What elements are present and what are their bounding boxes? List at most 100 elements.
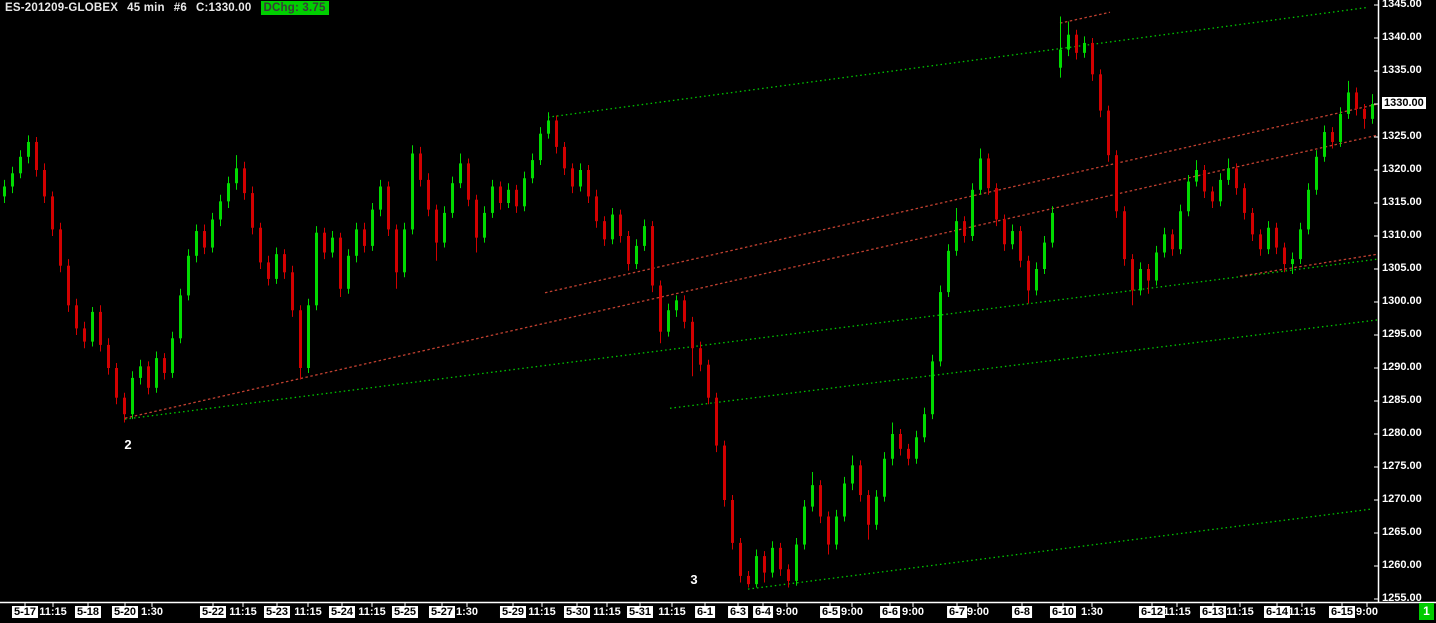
candle-body <box>947 250 950 293</box>
candle-body <box>923 414 926 438</box>
candle-body <box>299 310 302 368</box>
time-axis-label: 9:00 <box>1355 606 1379 618</box>
time-axis-label: 6-7 <box>947 606 967 618</box>
candle-body <box>507 189 510 203</box>
time-axis-label: 5-18 <box>74 606 102 618</box>
candle-body <box>1147 269 1150 281</box>
price-axis-label: 1335.00 <box>1382 64 1422 76</box>
time-axis-label: 1:30 <box>1080 606 1104 618</box>
time-axis-label: 5-17 <box>11 606 39 618</box>
time-axis-label: 5-29 <box>499 606 527 618</box>
candle-body <box>123 397 126 415</box>
candle-body <box>483 212 486 238</box>
candle-body <box>163 358 166 373</box>
candle-body <box>179 295 182 339</box>
candle-body <box>99 311 102 345</box>
time-axis-label: 5-27 <box>428 606 456 618</box>
candle-body <box>1243 188 1246 213</box>
candle-body <box>939 292 942 362</box>
candle-body <box>251 193 254 228</box>
chart-number-badge[interactable]: 1 <box>1419 603 1434 620</box>
candle-body <box>755 556 758 585</box>
candle-body <box>915 437 918 459</box>
candle-body <box>523 178 526 207</box>
candle-body <box>1099 74 1102 111</box>
candle-body <box>347 255 350 289</box>
candle-body <box>963 221 966 236</box>
candle-body <box>475 199 478 238</box>
candle-body <box>859 465 862 496</box>
candle-body <box>75 305 78 329</box>
interval-label: 45 min <box>127 2 165 14</box>
candle-body <box>979 158 982 190</box>
price-axis-label: 1300.00 <box>1382 295 1422 307</box>
time-axis-label: 11:15 <box>229 606 257 618</box>
candle-body <box>747 575 750 585</box>
candle-body <box>643 226 646 246</box>
candle-body <box>555 120 558 147</box>
candle-body <box>667 310 670 332</box>
candle-body <box>211 219 214 248</box>
time-axis-label: 9:00 <box>840 606 864 618</box>
time-axis-label: 5-25 <box>391 606 419 618</box>
time-axis-label: 5-23 <box>263 606 291 618</box>
time-axis-label: 5-31 <box>626 606 654 618</box>
candle-body <box>363 229 366 246</box>
candle-body <box>1235 168 1238 189</box>
time-axis-label: 11:15 <box>1226 606 1254 618</box>
time-axis-label: 6-13 <box>1199 606 1227 618</box>
candle-body <box>51 196 54 230</box>
candle-body <box>355 229 358 256</box>
candle-body <box>907 448 910 459</box>
candle-body <box>1251 212 1254 235</box>
candle-body <box>627 236 630 265</box>
candle-body <box>219 201 222 220</box>
candle-body <box>843 483 846 517</box>
candle-body <box>155 358 158 388</box>
candle-body <box>1299 229 1302 260</box>
candle-body <box>675 300 678 311</box>
candle-body <box>147 366 150 388</box>
last-price-box: 1330.00 <box>1382 97 1426 109</box>
candle-body <box>275 254 278 279</box>
trendline-green-channel-upper <box>547 6 1367 118</box>
candle-body <box>171 338 174 373</box>
time-axis-label: 6-5 <box>820 606 840 618</box>
candle-body <box>203 231 206 248</box>
candle-body <box>443 212 446 243</box>
candle-body <box>931 361 934 415</box>
candle-body <box>291 272 294 311</box>
candle-body <box>715 397 718 446</box>
candle-body <box>371 209 374 246</box>
candle-body <box>771 547 774 573</box>
candle-body <box>323 232 326 253</box>
candle-body <box>635 245 638 265</box>
candle-body <box>499 186 502 203</box>
candle-body <box>1011 231 1014 245</box>
candle-body <box>603 221 606 240</box>
candle-body <box>699 348 702 365</box>
candle-body <box>267 262 270 279</box>
candle-body <box>1043 242 1046 269</box>
price-axis-label: 1285.00 <box>1382 394 1422 406</box>
candle-body <box>1091 42 1094 75</box>
candle-body <box>1107 110 1110 156</box>
candle-body <box>283 254 286 273</box>
candle-body <box>579 170 582 187</box>
time-axis-label: 1:30 <box>140 606 164 618</box>
close-price-label: C:1330.00 <box>195 2 252 14</box>
candle-body <box>1355 92 1358 109</box>
candle-body <box>339 237 342 289</box>
candle-body <box>739 542 742 576</box>
candle-body <box>467 163 470 200</box>
candle-body <box>1019 231 1022 261</box>
time-axis-label: 6-3 <box>728 606 748 618</box>
candle-body <box>691 321 694 349</box>
candle-body <box>787 569 790 581</box>
candle-body <box>1163 234 1166 253</box>
candle-body <box>995 188 998 220</box>
candle-body <box>683 300 686 322</box>
time-axis-label: 11:15 <box>658 606 686 618</box>
candle-body <box>435 209 438 243</box>
